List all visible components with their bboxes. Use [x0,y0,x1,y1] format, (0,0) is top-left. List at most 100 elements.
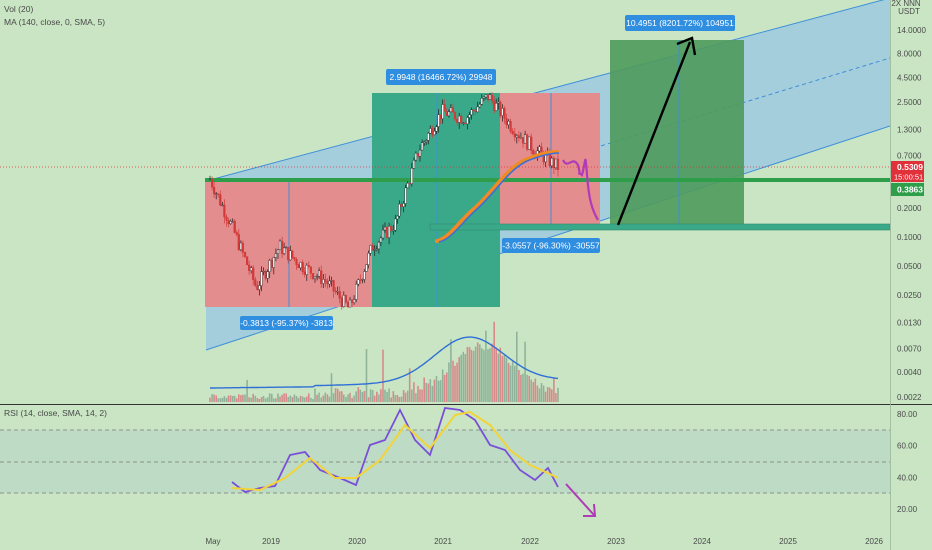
price-axis-unit: USDT [898,7,920,16]
target-arrow [616,41,692,226]
volume-bar [524,341,526,402]
volume-bar [441,369,444,402]
volume-bar [516,331,518,402]
candle-body [301,262,304,272]
current-price-tag[interactable]: 0.5309 15:00:51 [891,161,924,182]
candle-body [443,104,446,112]
candle-body [530,136,533,151]
volume-bar [367,397,370,402]
volume-bar [505,357,508,402]
volume-bar [406,390,409,402]
volume-bar [402,390,405,402]
candle-body [453,111,457,120]
price-tick-label: 0.0022 [897,393,922,402]
volume-bar [221,398,224,402]
candle-body [398,203,401,217]
volume-bar [549,387,551,402]
volume-bar [526,374,528,402]
callout-drop1[interactable]: -0.3813 (-95.37%) -3813 [240,316,333,330]
price-tick-label: 0.7000 [897,152,922,161]
target-zone[interactable] [610,40,744,226]
rsi-indicator-label[interactable]: RSI (14, close, SMA, 14, 2) [4,408,107,418]
volume-bar [361,391,364,402]
volume-bar [540,383,543,402]
candle-body [491,94,494,102]
time-tick-label: May [205,537,220,546]
callout-rise1[interactable]: 2.9948 (16466.72%) 29948 [386,69,496,85]
channel-upper-line[interactable] [205,0,890,182]
time-tick-label: 2023 [607,537,625,546]
volume-bar [509,365,512,402]
volume-bar [431,385,434,402]
candle-body [338,291,341,299]
volume-bar [380,389,382,402]
candle-body [375,248,378,250]
volume-bar [227,395,230,402]
volume-bar [514,365,516,402]
candle-body [556,158,560,171]
vol-indicator-label[interactable]: Vol (20) [4,4,33,14]
candle-body [445,111,448,116]
candle-body [260,271,263,286]
callout-drop2[interactable]: -3.0557 (-96.30%) -30557 [502,238,600,253]
support-line[interactable] [205,178,890,182]
volume-bar [462,351,465,402]
volume-bar [229,395,232,402]
volume-bar [511,361,514,402]
support-price-tag[interactable]: 0.3863 [891,183,924,196]
volume-bar [456,362,458,402]
volume-bar [260,397,263,402]
candle-body [344,295,347,303]
volume-bar [411,389,413,402]
callout-target[interactable]: 10.4951 (8201.72%) 104951 [625,15,735,31]
volume-bar [281,394,283,402]
candle-body [511,130,514,134]
candle-body [381,229,385,239]
volume-bar [334,388,337,402]
volume-bar [312,398,314,402]
volume-bar [493,321,495,402]
volume-bar [252,393,254,402]
volume-bar [536,385,539,402]
volume-bar [258,399,261,402]
candle-body [517,135,520,138]
candle-body [313,276,317,279]
volume-bar [425,382,427,402]
volume-bar [454,365,456,402]
lower-support-band[interactable] [429,223,891,231]
volume-bar [363,391,366,402]
candle-body [316,276,319,278]
volume-bar [413,382,415,402]
rsi-ma-line [231,410,559,492]
candle-body [470,109,473,115]
candle-body [243,252,247,257]
volume-bar [279,396,281,402]
candle-body [369,245,372,254]
candle-body [456,118,459,123]
candle-body [318,270,321,277]
candle-body [406,183,409,189]
candle-body [493,100,496,111]
volume-bar [378,394,380,402]
volume-bar [446,372,448,402]
volume-bar [225,397,228,402]
candle-body [256,285,259,290]
time-axis[interactable]: May 2019 2020 2021 2022 2023 2024 2025 2026 [205,537,883,546]
volume-bar [371,390,374,402]
ma-indicator-label[interactable]: MA (140, close, 0, SMA, 5) [4,17,105,27]
candle-body [235,232,238,235]
candle-body [367,252,370,265]
volume-bar [211,394,213,402]
volume-bar [271,393,273,402]
volume-bar [308,393,310,402]
candle-body [528,136,531,150]
volume-bar [481,348,483,402]
volume-bar [240,395,242,402]
candle-body [441,104,444,119]
price-tick-label: 0.0130 [897,319,922,328]
candle-body [392,230,395,232]
candle-body [410,168,413,185]
candle-body [476,106,479,113]
